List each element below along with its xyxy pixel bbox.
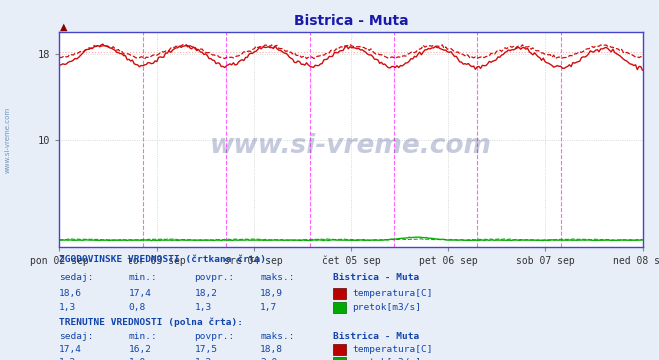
Text: maks.:: maks.: <box>260 332 295 341</box>
Text: 18,8: 18,8 <box>260 345 283 354</box>
Text: 0,8: 0,8 <box>129 303 146 312</box>
Text: min.:: min.: <box>129 332 158 341</box>
Text: 1,0: 1,0 <box>129 358 146 360</box>
Text: temperatura[C]: temperatura[C] <box>353 345 433 354</box>
Text: pretok[m3/s]: pretok[m3/s] <box>353 358 422 360</box>
Text: ▲: ▲ <box>60 22 67 32</box>
Text: 18,6: 18,6 <box>59 289 82 298</box>
Text: maks.:: maks.: <box>260 273 295 282</box>
Text: povpr.:: povpr.: <box>194 332 235 341</box>
Text: 1,3: 1,3 <box>59 303 76 312</box>
Text: 16,2: 16,2 <box>129 345 152 354</box>
Text: sedaj:: sedaj: <box>59 273 94 282</box>
Text: min.:: min.: <box>129 273 158 282</box>
Text: 17,5: 17,5 <box>194 345 217 354</box>
Text: 1,2: 1,2 <box>194 358 212 360</box>
Text: temperatura[C]: temperatura[C] <box>353 289 433 298</box>
Text: www.si-vreme.com: www.si-vreme.com <box>5 107 11 174</box>
Text: pretok[m3/s]: pretok[m3/s] <box>353 303 422 312</box>
Text: 1,2: 1,2 <box>59 358 76 360</box>
Text: povpr.:: povpr.: <box>194 273 235 282</box>
Text: 2,0: 2,0 <box>260 358 277 360</box>
Text: 18,9: 18,9 <box>260 289 283 298</box>
Text: ZGODOVINSKE VREDNOSTI (črtkana črta):: ZGODOVINSKE VREDNOSTI (črtkana črta): <box>59 255 272 264</box>
Text: Bistrica - Muta: Bistrica - Muta <box>333 273 419 282</box>
Text: TRENUTNE VREDNOSTI (polna črta):: TRENUTNE VREDNOSTI (polna črta): <box>59 317 243 327</box>
Text: 17,4: 17,4 <box>59 345 82 354</box>
Text: www.si-vreme.com: www.si-vreme.com <box>210 133 492 159</box>
Text: 17,4: 17,4 <box>129 289 152 298</box>
Text: 1,7: 1,7 <box>260 303 277 312</box>
Text: 18,2: 18,2 <box>194 289 217 298</box>
Title: Bistrica - Muta: Bistrica - Muta <box>294 14 408 28</box>
Text: sedaj:: sedaj: <box>59 332 94 341</box>
Text: 1,3: 1,3 <box>194 303 212 312</box>
Text: Bistrica - Muta: Bistrica - Muta <box>333 332 419 341</box>
